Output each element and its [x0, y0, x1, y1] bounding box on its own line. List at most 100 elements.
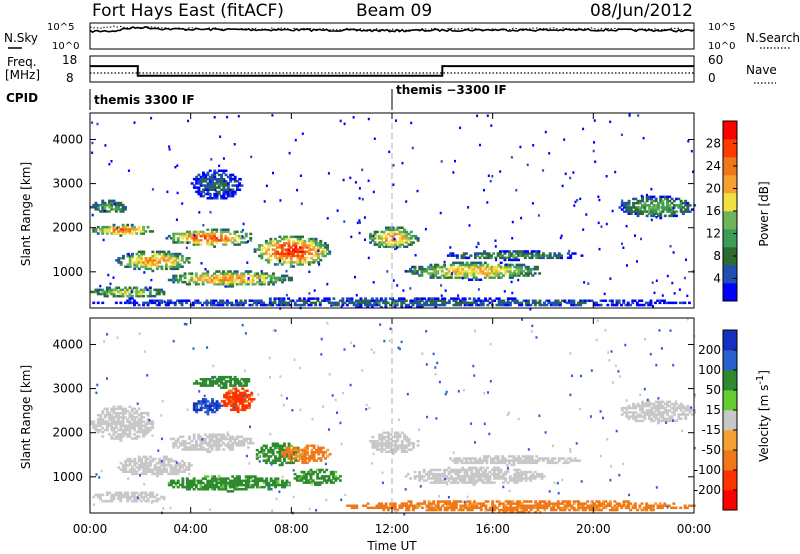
velocity-cell — [276, 459, 280, 462]
power-cell — [530, 256, 534, 260]
power-cell — [301, 235, 304, 239]
velocity-cell — [647, 411, 651, 414]
velocity-cell — [659, 415, 663, 418]
power-cell — [292, 244, 295, 247]
power-cell — [458, 265, 462, 269]
velocity-cell — [318, 483, 322, 486]
velocity-cell — [661, 417, 665, 420]
power-cell — [647, 204, 651, 207]
power-cell — [443, 276, 446, 279]
velocity-cell — [490, 468, 494, 472]
power-cell — [194, 301, 198, 305]
velocity-cell — [206, 475, 210, 478]
power-cell — [429, 265, 433, 269]
power-cell — [144, 286, 148, 289]
velocity-cell — [470, 466, 474, 470]
velocity-cell — [264, 444, 268, 448]
power-cell — [400, 303, 404, 307]
velocity-cell — [155, 470, 159, 473]
velocity-cell — [210, 479, 214, 483]
velocity-cell — [405, 450, 409, 453]
velocity-cell — [302, 477, 306, 480]
power-cell — [208, 184, 212, 187]
velocity-cell — [140, 462, 143, 465]
velocity-cell — [114, 435, 118, 438]
velocity-cell — [391, 444, 395, 447]
velocity-cell — [204, 384, 208, 387]
power-cell — [400, 239, 404, 242]
power-cell — [201, 232, 205, 236]
velocity-cell — [325, 475, 329, 478]
power-cell — [301, 250, 304, 253]
power-cell — [510, 252, 514, 255]
velocity-cell — [139, 422, 143, 425]
velocity-cell — [301, 455, 305, 458]
velocity-cell — [480, 459, 484, 462]
power-cell — [531, 301, 535, 305]
velocity-cell — [135, 409, 139, 413]
power-cell — [395, 299, 399, 302]
velocity-cell — [208, 442, 212, 445]
velocity-cell — [215, 378, 219, 381]
velocity-cell — [332, 477, 335, 480]
power-cell — [219, 276, 223, 280]
velocity-cell — [234, 395, 238, 399]
power-cell — [124, 292, 127, 296]
power-cell — [160, 265, 164, 268]
power-cell — [530, 254, 534, 257]
power-cell — [242, 276, 246, 280]
velocity-cell — [176, 485, 180, 489]
power-cell — [474, 263, 478, 267]
power-cell — [535, 254, 539, 257]
power-cell — [296, 254, 300, 258]
velocity-cell — [289, 444, 293, 448]
power-cell — [497, 272, 501, 275]
power-cell — [543, 303, 546, 307]
velocity-cell — [181, 435, 185, 439]
velocity-cell — [232, 406, 236, 409]
power-cell — [650, 214, 654, 218]
velocity-cell — [429, 472, 433, 476]
velocity-cell — [522, 477, 526, 480]
velocity-cell — [162, 455, 166, 459]
power-cell — [405, 230, 409, 234]
power-cell — [229, 177, 233, 181]
velocity-cell — [323, 475, 326, 478]
power-speckle — [239, 178, 242, 181]
power-cell — [269, 274, 273, 278]
power-cell — [126, 299, 130, 302]
velocity-cell — [220, 380, 223, 383]
power-cell — [385, 237, 388, 240]
power-speckle — [263, 200, 266, 203]
velocity-cell — [239, 408, 242, 412]
velocity-cell — [144, 493, 148, 497]
power-cell — [258, 248, 261, 251]
power-cell — [219, 301, 222, 305]
power-cell — [465, 274, 469, 277]
velocity-cell — [449, 477, 453, 480]
velocity-cell — [149, 464, 152, 467]
velocity-cell — [133, 437, 136, 440]
power-cell — [260, 244, 264, 247]
velocity-cell — [258, 477, 262, 480]
power-cell — [250, 299, 254, 302]
velocity-cell — [384, 506, 388, 510]
velocity-cell — [130, 409, 134, 413]
velocity-cell — [137, 459, 141, 463]
power-cell — [133, 290, 136, 294]
velocity-cell — [391, 439, 395, 443]
power-cell — [416, 301, 420, 305]
velocity-cell — [488, 470, 492, 474]
power-cell — [278, 239, 282, 243]
velocity-cell — [199, 384, 203, 387]
power-cell — [409, 234, 413, 238]
power-cell — [434, 299, 438, 302]
power-cell — [485, 256, 489, 260]
power-cell — [215, 239, 219, 242]
power-cell — [514, 250, 518, 253]
power-cell — [96, 290, 100, 294]
power-cell — [148, 299, 152, 302]
power-speckle — [637, 303, 640, 307]
power-cell — [92, 230, 96, 233]
power-cell — [561, 299, 564, 302]
